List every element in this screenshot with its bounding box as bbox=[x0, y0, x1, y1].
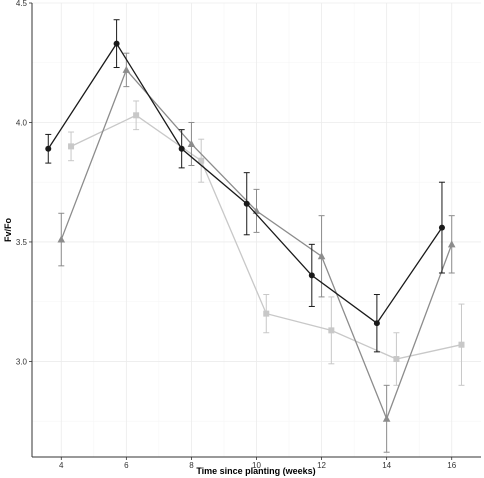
x-tick-label: 6 bbox=[124, 461, 129, 470]
x-tick-label: 12 bbox=[317, 461, 326, 470]
data-point bbox=[447, 240, 456, 248]
y-ticks: 3.0 3.5 4.0 4.5 bbox=[16, 0, 32, 366]
series-triangle bbox=[57, 52, 456, 453]
series-line bbox=[47, 42, 443, 325]
y-tick-label: 3.5 bbox=[16, 238, 28, 247]
data-point bbox=[373, 320, 380, 327]
series bbox=[45, 19, 465, 453]
x-tick-label: 16 bbox=[447, 461, 456, 470]
data-point bbox=[393, 356, 400, 363]
data-point bbox=[438, 224, 445, 231]
data-point bbox=[122, 65, 131, 73]
x-tick-label: 8 bbox=[189, 461, 194, 470]
data-point bbox=[382, 414, 391, 422]
data-point bbox=[263, 310, 270, 317]
x-axis-title: Time since planting (weeks) bbox=[196, 466, 315, 476]
data-point bbox=[68, 143, 75, 150]
y-axis-title: Fv/Fo bbox=[3, 217, 13, 242]
x-ticks: 4 6 8 10 12 14 16 bbox=[59, 457, 457, 470]
data-point bbox=[133, 112, 140, 119]
data-point bbox=[243, 200, 250, 207]
y-tick-label: 4.5 bbox=[16, 0, 28, 8]
y-tick-label: 4.0 bbox=[16, 118, 28, 127]
data-point bbox=[187, 139, 196, 147]
x-tick-label: 4 bbox=[59, 461, 64, 470]
data-point bbox=[328, 327, 335, 334]
x-tick-label: 14 bbox=[382, 461, 391, 470]
data-point bbox=[198, 157, 205, 164]
series-square bbox=[68, 100, 465, 386]
x-tick-label: 10 bbox=[252, 461, 261, 470]
data-point bbox=[178, 145, 185, 152]
data-point bbox=[45, 145, 52, 152]
data-point bbox=[317, 252, 326, 260]
y-tick-label: 3.0 bbox=[16, 357, 28, 366]
series-circle bbox=[45, 19, 445, 353]
data-point bbox=[458, 341, 465, 348]
data-point bbox=[308, 272, 315, 279]
data-point bbox=[57, 235, 66, 243]
data-point bbox=[113, 40, 120, 47]
